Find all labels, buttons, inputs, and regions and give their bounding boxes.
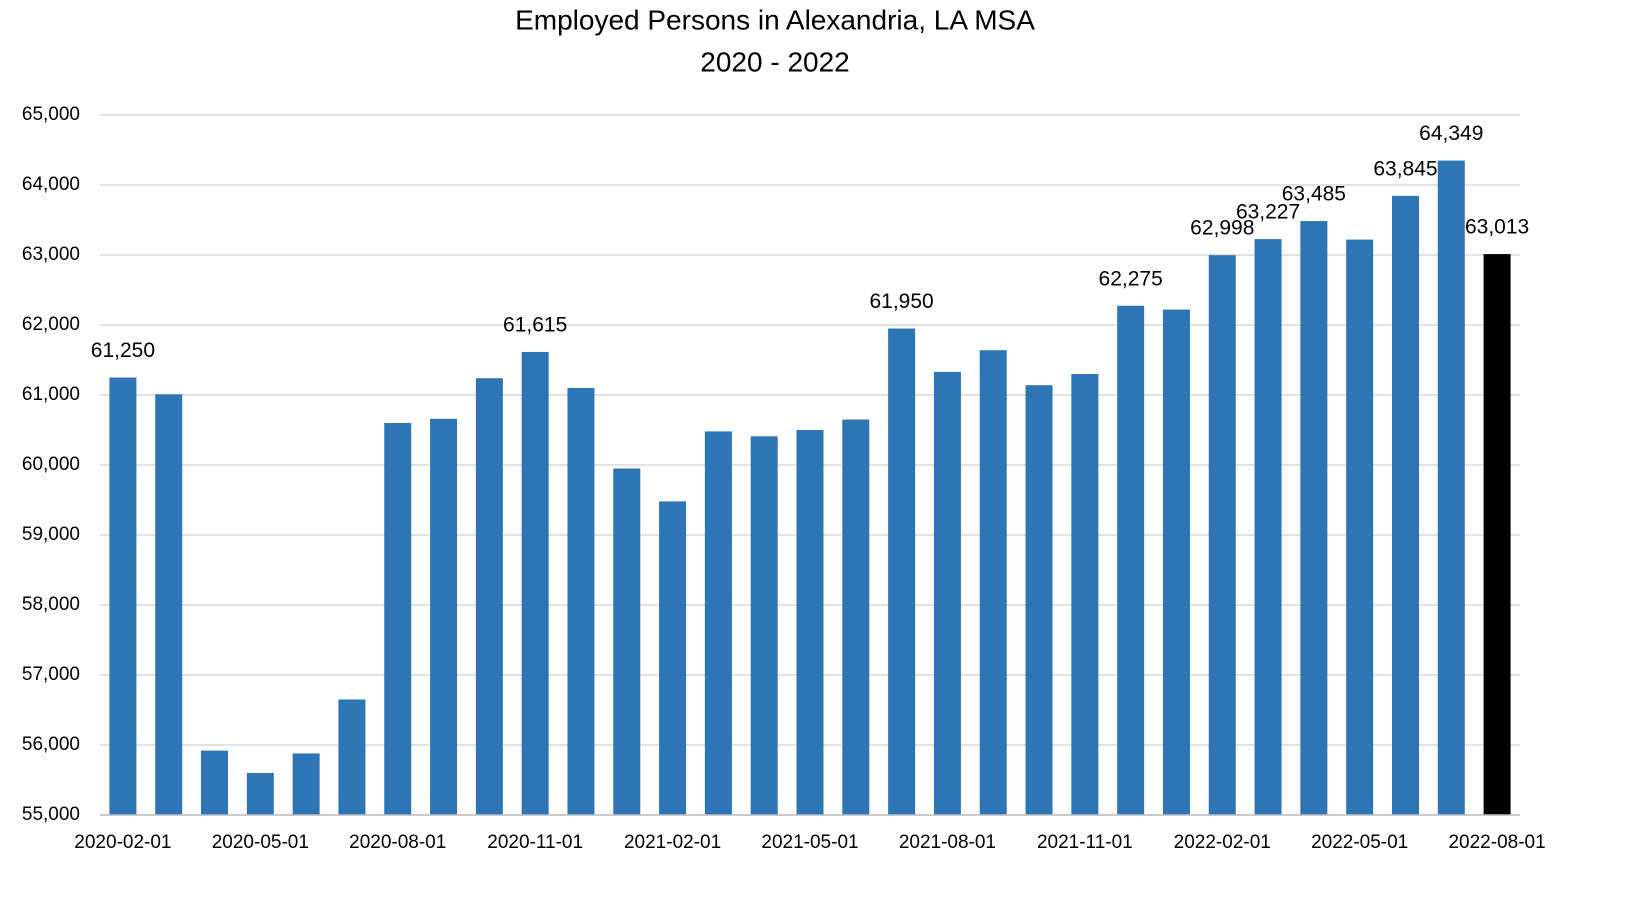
bar [246, 773, 274, 815]
bar [1208, 255, 1236, 815]
x-tick-label: 2021-05-01 [761, 832, 858, 853]
bar [338, 699, 366, 815]
y-tick-label: 56,000 [22, 734, 80, 755]
bar [979, 350, 1007, 815]
data-label: 61,250 [91, 339, 155, 362]
x-tick-label: 2020-02-01 [74, 832, 171, 853]
bar [1346, 239, 1374, 816]
bar [521, 351, 549, 815]
y-tick-label: 59,000 [22, 524, 80, 545]
bar [1483, 254, 1511, 816]
bar [201, 750, 229, 815]
bar [1254, 239, 1282, 816]
bar [1071, 374, 1099, 815]
bar [613, 468, 641, 815]
bar [659, 501, 687, 815]
bar [430, 418, 458, 815]
bar [704, 431, 732, 815]
bar [292, 753, 320, 815]
data-label: 62,998 [1190, 217, 1254, 240]
bar [475, 378, 503, 815]
chart-title: Employed Persons in Alexandria, LA MSA [515, 4, 1035, 35]
bar [1025, 385, 1053, 815]
y-tick-label: 65,000 [22, 104, 80, 125]
bar [796, 430, 824, 815]
data-label: 61,615 [503, 313, 567, 336]
y-tick-label: 60,000 [22, 454, 80, 475]
data-label: 64,349 [1419, 122, 1483, 145]
chart-subtitle: 2020 - 2022 [700, 46, 849, 77]
x-tick-label: 2022-05-01 [1311, 832, 1408, 853]
x-tick-label: 2022-08-01 [1448, 832, 1545, 853]
data-label: 63,485 [1282, 183, 1346, 206]
bar [933, 371, 961, 815]
y-tick-label: 55,000 [22, 804, 80, 825]
x-tick-label: 2020-11-01 [487, 832, 583, 853]
data-label: 63,845 [1373, 157, 1437, 180]
y-tick-label: 62,000 [22, 314, 80, 335]
bar [1300, 221, 1328, 816]
data-label: 62,275 [1099, 267, 1163, 290]
bar [842, 419, 870, 815]
x-tick-label: 2020-05-01 [212, 832, 309, 853]
x-tick-label: 2021-02-01 [624, 832, 721, 853]
bar [1117, 305, 1145, 815]
data-label: 63,013 [1465, 216, 1529, 239]
y-tick-label: 64,000 [22, 174, 80, 195]
bar [1391, 195, 1419, 816]
bar [750, 436, 778, 815]
bar [384, 423, 412, 815]
bar [1437, 160, 1465, 815]
y-tick-label: 57,000 [22, 664, 80, 685]
bar [109, 377, 137, 815]
bar [567, 388, 595, 815]
x-tick-label: 2020-08-01 [349, 832, 446, 853]
x-tick-label: 2021-11-01 [1037, 832, 1133, 853]
x-tick-label: 2021-08-01 [899, 832, 996, 853]
bar [1162, 309, 1190, 815]
y-tick-label: 61,000 [22, 384, 80, 405]
y-tick-label: 63,000 [22, 244, 80, 265]
data-label: 63,227 [1236, 201, 1300, 224]
bar [888, 328, 916, 815]
data-label: 61,950 [869, 290, 933, 313]
x-tick-label: 2022-02-01 [1174, 832, 1271, 853]
y-tick-label: 58,000 [22, 594, 80, 615]
bar [155, 394, 183, 815]
